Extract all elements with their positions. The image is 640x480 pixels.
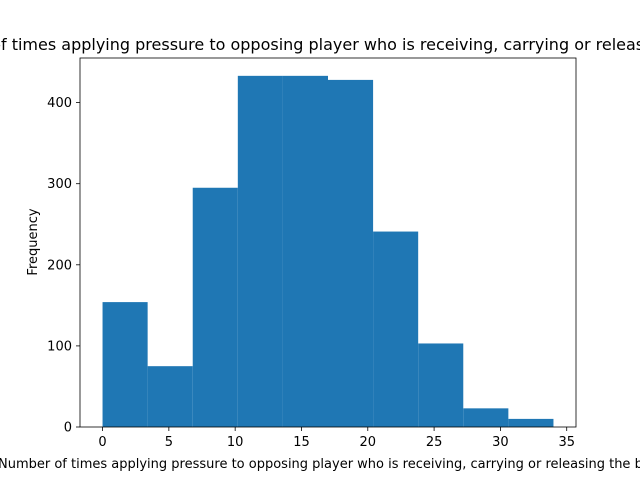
y-tick-label-2: 200 [47, 258, 72, 273]
histogram-bar-4 [282, 75, 328, 427]
x-tick-label-1: 5 [165, 435, 173, 450]
histogram-bar-5 [328, 79, 374, 428]
histogram-bar-7 [418, 343, 464, 427]
chart-title: Number of times applying pressure to opp… [0, 35, 640, 54]
y-tick-label-4: 400 [47, 96, 72, 111]
x-tick-label-6: 30 [492, 435, 509, 450]
histogram-bar-8 [463, 408, 509, 427]
histogram-bar-6 [373, 231, 419, 427]
histogram-bar-9 [508, 418, 554, 427]
plot-area-frame [79, 57, 577, 428]
y-tick-label-0: 0 [64, 421, 72, 436]
y-tick-label-3: 300 [47, 177, 72, 192]
y-tick-label-1: 100 [47, 339, 72, 354]
x-tick-label-2: 10 [227, 435, 244, 450]
x-tick-label-7: 35 [558, 435, 575, 450]
x-axis-label: Number of times applying pressure to opp… [0, 457, 640, 472]
histogram-bar-0 [102, 302, 148, 427]
y-axis-label: Frequency [26, 208, 41, 275]
y-axis-ticks: 0 100 200 300 400 [47, 96, 80, 436]
histogram-bars [102, 75, 554, 428]
x-tick-label-4: 20 [360, 435, 377, 450]
x-tick-label-3: 15 [293, 435, 310, 450]
histogram-bar-1 [147, 366, 193, 427]
x-axis-ticks: 0 5 10 15 20 25 30 35 [98, 427, 575, 450]
x-tick-label-0: 0 [98, 435, 106, 450]
histogram-bar-3 [237, 75, 283, 427]
x-tick-label-5: 25 [426, 435, 443, 450]
histogram-bar-2 [192, 187, 238, 427]
